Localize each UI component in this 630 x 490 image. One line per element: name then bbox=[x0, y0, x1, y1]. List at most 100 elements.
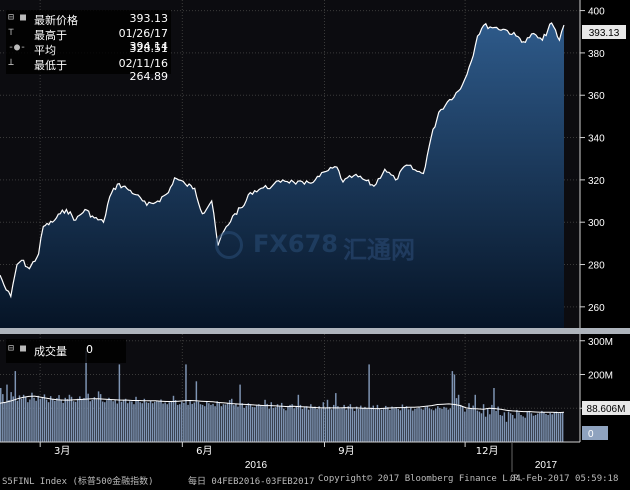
volume-bar bbox=[497, 406, 499, 442]
legend-label-last: 最新价格 bbox=[34, 14, 78, 27]
legend-label-high: 最高于 bbox=[34, 29, 67, 42]
volume-bar bbox=[308, 409, 310, 442]
volume-bar bbox=[183, 402, 185, 442]
volume-bar bbox=[137, 400, 139, 442]
volume-bar bbox=[420, 408, 422, 442]
volume-bar bbox=[378, 408, 381, 442]
volume-bar bbox=[561, 412, 564, 442]
volume-bar bbox=[468, 403, 470, 442]
volume-zero-tag: 0 bbox=[582, 426, 608, 440]
year-label: 2017 bbox=[535, 460, 558, 471]
volume-bar bbox=[372, 405, 375, 442]
volume-bar bbox=[176, 404, 179, 442]
volume-bar bbox=[237, 406, 239, 442]
volume-bar bbox=[181, 401, 183, 442]
volume-bar bbox=[518, 412, 520, 442]
volume-bar bbox=[303, 406, 306, 442]
volume-bar bbox=[316, 408, 318, 442]
volume-bar bbox=[511, 415, 514, 442]
volume-bar bbox=[322, 402, 325, 442]
volume-bar bbox=[4, 402, 6, 442]
volume-bar bbox=[389, 409, 391, 442]
legend-row-last: ⊟ ■ 最新价格 393.13 bbox=[6, 12, 171, 27]
volume-bar bbox=[110, 399, 112, 442]
volume-bar bbox=[343, 404, 345, 442]
volume-bar bbox=[45, 399, 48, 442]
volume-bar bbox=[314, 406, 316, 442]
volume-bar bbox=[280, 402, 283, 442]
volume-bar bbox=[453, 374, 456, 442]
price-tick-label: 400 bbox=[588, 7, 605, 18]
volume-bar bbox=[278, 406, 281, 442]
volume-bar bbox=[131, 401, 133, 442]
volume-bar bbox=[29, 399, 31, 442]
volume-bar bbox=[495, 410, 497, 442]
volume-bar bbox=[37, 395, 39, 442]
volume-bar bbox=[101, 401, 104, 442]
volume-bar bbox=[476, 410, 479, 442]
collapse-icon[interactable]: ⊟ ■ bbox=[8, 343, 27, 354]
volume-bar bbox=[41, 397, 44, 442]
price-tick-label: 280 bbox=[588, 261, 605, 272]
volume-bar bbox=[151, 403, 154, 442]
volume-tick-label: 300M bbox=[588, 337, 613, 348]
legend-row-avg: -●- 平均 328.51 bbox=[6, 42, 171, 57]
volume-bar bbox=[216, 401, 218, 442]
volume-bar bbox=[178, 404, 181, 442]
volume-bar bbox=[189, 401, 191, 442]
volume-bar bbox=[439, 407, 441, 442]
watermark-brand: FX678 bbox=[253, 230, 338, 258]
volume-bar bbox=[335, 393, 337, 442]
volume-bar bbox=[197, 401, 200, 442]
volume-bar bbox=[285, 410, 287, 442]
legend-label-volume: 成交量 bbox=[34, 345, 67, 358]
volume-bar bbox=[68, 394, 71, 443]
volume-bar bbox=[108, 397, 110, 442]
volume-bar bbox=[487, 408, 489, 443]
volume-bar bbox=[85, 350, 87, 442]
volume-bar bbox=[166, 404, 168, 442]
volume-bar bbox=[185, 364, 187, 442]
volume-bar bbox=[199, 404, 202, 442]
volume-bar bbox=[397, 408, 399, 442]
volume-bar bbox=[251, 406, 254, 442]
volume-bar bbox=[478, 411, 481, 442]
volume-bar bbox=[8, 400, 10, 442]
volume-bar bbox=[489, 414, 491, 442]
volume-bar bbox=[158, 401, 160, 442]
volume-bar bbox=[424, 407, 427, 442]
volume-bar bbox=[530, 413, 533, 442]
volume-bar bbox=[264, 399, 266, 442]
volume-bar bbox=[534, 415, 537, 442]
last-volume-tag: 88.606M bbox=[582, 401, 630, 415]
volume-bar bbox=[328, 406, 331, 442]
volume-bar bbox=[241, 403, 243, 442]
volume-bar bbox=[12, 396, 14, 442]
volume-bar bbox=[507, 411, 510, 442]
volume-bar bbox=[20, 398, 23, 442]
volume-bar bbox=[337, 406, 339, 442]
volume-bar bbox=[449, 408, 452, 443]
volume-bar bbox=[33, 397, 35, 442]
volume-bar bbox=[341, 407, 343, 442]
volume-bar bbox=[187, 404, 189, 442]
volume-bar bbox=[310, 404, 312, 442]
footer-timestamp: 04-Feb-2017 05:59:18 bbox=[510, 474, 619, 484]
footer-bar: S5FINL Index (标普500金融指数) 每日 04FEB2016-03… bbox=[0, 471, 630, 490]
volume-bar bbox=[445, 407, 447, 442]
last-volume-tag-text: 88.606M bbox=[587, 404, 626, 415]
footer-date-range: 每日 04FEB2016-03FEB2017 bbox=[188, 477, 315, 487]
volume-average-layer bbox=[0, 395, 565, 414]
volume-bar bbox=[16, 400, 19, 442]
volume-bar bbox=[499, 415, 501, 442]
volume-bar bbox=[122, 399, 125, 442]
volume-bar bbox=[551, 414, 553, 442]
month-label: 6月 bbox=[196, 445, 212, 457]
volume-bar bbox=[374, 409, 377, 442]
volume-bar bbox=[35, 400, 37, 442]
collapse-icon[interactable]: ⊟ ■ bbox=[8, 12, 27, 23]
watermark: FX678 汇通网 bbox=[215, 228, 435, 264]
volume-bar bbox=[226, 402, 229, 442]
volume-bar bbox=[428, 408, 431, 443]
